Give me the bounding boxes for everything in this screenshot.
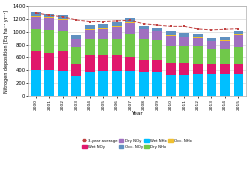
- Bar: [71, 48, 81, 65]
- Bar: [180, 63, 189, 75]
- Bar: [180, 46, 189, 63]
- Bar: [85, 72, 94, 96]
- Bar: [85, 55, 94, 72]
- Bar: [139, 29, 149, 39]
- Bar: [71, 38, 81, 39]
- Bar: [234, 47, 243, 64]
- Bar: [193, 74, 203, 96]
- Bar: [126, 22, 135, 23]
- Bar: [220, 49, 230, 64]
- Bar: [180, 33, 189, 37]
- Bar: [126, 18, 135, 22]
- Bar: [31, 51, 40, 70]
- Bar: [234, 35, 243, 47]
- Bar: [112, 71, 122, 96]
- Bar: [126, 71, 135, 96]
- Bar: [206, 41, 216, 49]
- Bar: [44, 70, 54, 96]
- Bar: [31, 29, 40, 51]
- Bar: [112, 27, 122, 38]
- Bar: [58, 15, 68, 19]
- Bar: [166, 36, 176, 46]
- Bar: [166, 63, 176, 75]
- Bar: [152, 72, 162, 96]
- Bar: [166, 31, 176, 35]
- Bar: [126, 34, 135, 57]
- Bar: [112, 55, 122, 71]
- Bar: [139, 39, 149, 60]
- Bar: [220, 41, 230, 49]
- Bar: [31, 12, 40, 16]
- Bar: [139, 72, 149, 96]
- Bar: [234, 64, 243, 74]
- Bar: [98, 29, 108, 39]
- Bar: [152, 31, 162, 40]
- Bar: [31, 17, 40, 29]
- Bar: [58, 71, 68, 96]
- Bar: [58, 51, 68, 71]
- Bar: [152, 28, 162, 31]
- Bar: [193, 37, 203, 38]
- Bar: [98, 39, 108, 55]
- Bar: [98, 24, 108, 28]
- Legend: 3-year average, Wet NOy, Dry NOy, Occ. NOy, Wet NHx, Dry NHx, Occ. NHx: 3-year average, Wet NOy, Dry NOy, Occ. N…: [80, 137, 194, 150]
- Bar: [220, 64, 230, 74]
- Bar: [44, 53, 54, 70]
- Bar: [180, 75, 189, 96]
- Bar: [206, 38, 216, 41]
- Bar: [139, 26, 149, 29]
- Bar: [85, 25, 94, 29]
- Bar: [71, 39, 81, 48]
- Bar: [139, 60, 149, 72]
- Bar: [71, 76, 81, 96]
- Bar: [98, 55, 108, 71]
- Bar: [166, 46, 176, 63]
- Bar: [166, 35, 176, 36]
- Bar: [180, 37, 189, 46]
- Bar: [71, 35, 81, 38]
- Bar: [58, 31, 68, 51]
- Bar: [234, 74, 243, 96]
- Bar: [71, 65, 81, 76]
- Bar: [44, 14, 54, 17]
- Bar: [166, 75, 176, 96]
- Bar: [206, 74, 216, 96]
- Bar: [31, 16, 40, 17]
- Bar: [98, 71, 108, 96]
- Bar: [44, 18, 54, 30]
- Bar: [206, 49, 216, 64]
- Bar: [220, 37, 230, 40]
- Bar: [206, 64, 216, 74]
- X-axis label: Year: Year: [131, 111, 143, 116]
- Y-axis label: Nitrogen deposition [Eq ha⁻¹ yr⁻¹]: Nitrogen deposition [Eq ha⁻¹ yr⁻¹]: [4, 9, 9, 93]
- Bar: [193, 34, 203, 37]
- Bar: [193, 38, 203, 46]
- Bar: [220, 74, 230, 96]
- Bar: [112, 22, 122, 26]
- Bar: [112, 26, 122, 27]
- Bar: [44, 30, 54, 53]
- Bar: [85, 39, 94, 55]
- Bar: [58, 19, 68, 20]
- Bar: [193, 64, 203, 74]
- Bar: [126, 57, 135, 71]
- Bar: [44, 17, 54, 18]
- Bar: [126, 23, 135, 34]
- Bar: [58, 20, 68, 31]
- Bar: [31, 70, 40, 96]
- Bar: [220, 40, 230, 41]
- Bar: [152, 60, 162, 72]
- Bar: [152, 40, 162, 60]
- Bar: [193, 46, 203, 64]
- Bar: [85, 29, 94, 30]
- Bar: [112, 38, 122, 55]
- Bar: [234, 30, 243, 34]
- Bar: [98, 28, 108, 29]
- Bar: [85, 30, 94, 39]
- Bar: [234, 34, 243, 35]
